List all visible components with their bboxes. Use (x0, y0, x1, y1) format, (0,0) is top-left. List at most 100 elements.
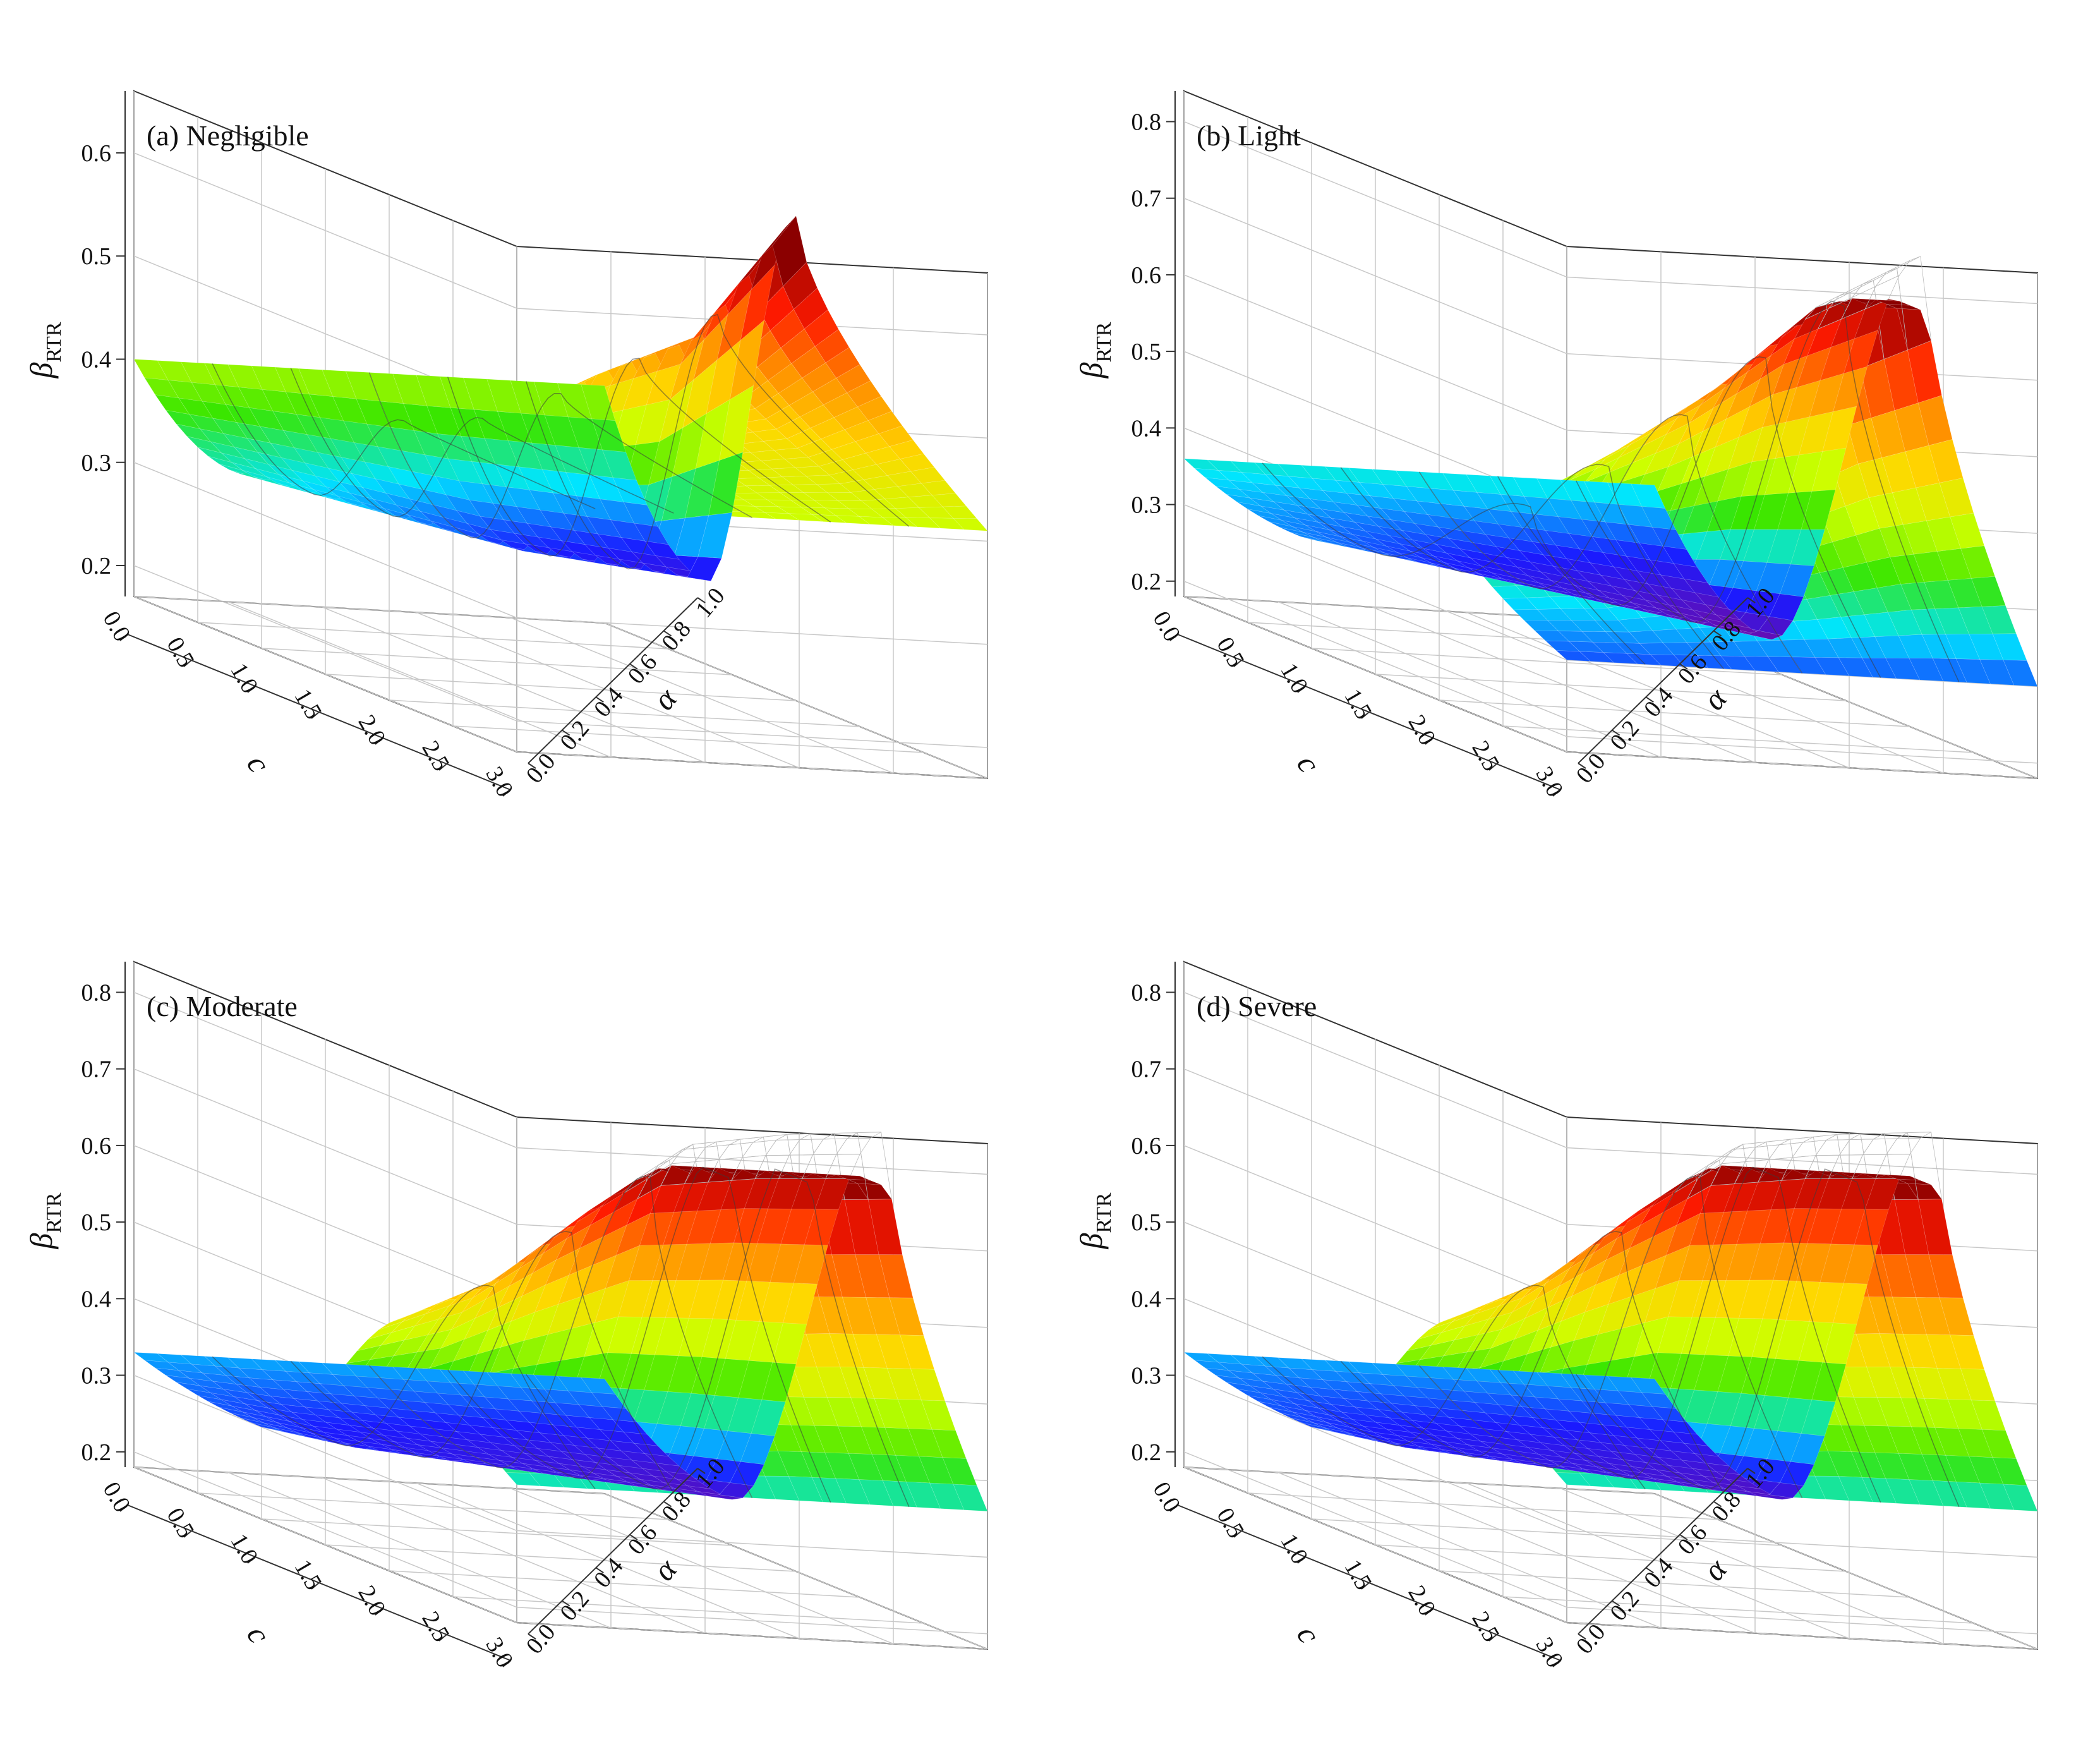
c-tick (247, 686, 256, 693)
wireframe-overshoot (741, 1139, 777, 1158)
c-tick-label: 3.0 (480, 1633, 518, 1672)
surface-mesh (133, 1132, 988, 1512)
c-tick-label: 2.5 (416, 1607, 454, 1646)
c-tick (183, 660, 192, 667)
alpha-floor-gridline (416, 1482, 800, 1639)
z-tick-label: 0.4 (1131, 415, 1162, 442)
c-tick-label: 3.0 (1530, 1633, 1568, 1672)
c-tick-label: 1.5 (289, 1555, 327, 1594)
c-tick-label: 1.5 (1339, 684, 1377, 723)
c-tick-label: 0.5 (161, 1503, 199, 1542)
alpha-axis-line (528, 597, 698, 764)
z-axis-title: βRTR (1073, 1192, 1116, 1249)
wireframe-overshoot (836, 1137, 871, 1155)
alpha-floor-gridline (322, 1477, 706, 1634)
alpha-tick (1612, 729, 1620, 736)
contour-line (447, 358, 831, 557)
z-axis-title: βRTR (23, 322, 66, 378)
contour-line (526, 1168, 910, 1508)
panel-c: 0.2 0.3 0.4 0.5 0.6 0.7 0.8 βRTR 0.0 0.5 1.0 1.5 2.0… (0, 871, 1050, 1741)
c-tick (1233, 660, 1242, 667)
alpha-tick (697, 1468, 706, 1474)
c-floor-gridline (1311, 648, 1783, 675)
alpha-tick-label: 0.2 (555, 715, 594, 755)
c-floor-gridline (516, 1622, 988, 1650)
c-tick (375, 1608, 383, 1616)
z-tick-label: 0.3 (1131, 492, 1162, 519)
c-tick (1552, 1660, 1561, 1667)
c-floor-gridline (1311, 1518, 1783, 1546)
z-axis-subscript: RTR (1092, 322, 1116, 362)
contour-line (290, 368, 674, 517)
z-tick-label: 0.2 (81, 553, 112, 579)
c-axis-title: c (240, 1619, 278, 1649)
contour-lines (1262, 1166, 1960, 1508)
c-floor-gridline (389, 699, 860, 727)
alpha-tick (663, 630, 672, 637)
surface-patch (2003, 660, 2038, 687)
z-axis-subscript: RTR (42, 322, 66, 362)
c-tick (1169, 1504, 1178, 1512)
wireframe-overshoot (1886, 1137, 1921, 1155)
wireframe-overshoot (1708, 1144, 1743, 1165)
c-tick-label: 1.0 (1275, 658, 1313, 698)
contour-line (1340, 1231, 1724, 1494)
alpha-floor-gridline (1466, 1482, 1850, 1639)
z-axis-symbol: β (23, 363, 59, 379)
c-tick (1297, 1556, 1306, 1564)
alpha-axis-line (1578, 597, 1748, 764)
wireframe-overshoot (705, 1139, 740, 1147)
z-tick-label: 0.4 (81, 346, 112, 373)
alpha-tick (528, 763, 536, 769)
alpha-floor-gridline (1183, 1467, 1567, 1623)
alpha-floor-gridline (510, 617, 894, 774)
c-tick (1488, 763, 1497, 771)
c-axis-title: c (1290, 1619, 1328, 1649)
panel-b: 0.2 0.3 0.4 0.5 0.6 0.7 0.8 βRTR 0.0 0.5 1.0 1.5 2.0… (1050, 0, 2100, 871)
alpha-floor-gridline (604, 622, 988, 779)
contour-line (1262, 463, 1646, 665)
alpha-floor-gridline (1372, 607, 1756, 763)
panel-title: (c) Moderate (147, 990, 298, 1022)
surface-patch (1555, 650, 1591, 662)
contour-line (1497, 1166, 1881, 1503)
z-tick-label: 0.5 (1131, 1209, 1162, 1236)
c-floor-gridline (1502, 725, 1974, 753)
contour-lines (1262, 300, 1960, 682)
c-floor-gridline (1183, 1467, 1655, 1494)
z-tick-label: 0.8 (1131, 979, 1162, 1006)
alpha-axis-line (528, 1468, 698, 1635)
c-tick (1488, 1634, 1497, 1642)
c-tick (1297, 686, 1306, 693)
alpha-floor-gridline (1277, 601, 1662, 758)
panel-title: (b) Light (1197, 119, 1301, 152)
c-floor-gridline (452, 725, 924, 753)
alpha-tick (697, 597, 706, 603)
alpha-tick (1713, 630, 1722, 637)
z-tick-label: 0.4 (81, 1286, 112, 1312)
alpha-floor-gridline (227, 601, 612, 758)
wireframe-overshoot (1755, 1139, 1790, 1147)
z-tick-label: 0.3 (81, 1363, 112, 1389)
alpha-tick (1679, 1533, 1688, 1540)
alpha-tick (562, 1600, 570, 1607)
alpha-floor-gridline (1466, 612, 1850, 768)
c-tick-label: 2.5 (1466, 1607, 1504, 1646)
c-tick (311, 1582, 320, 1590)
alpha-tick (663, 1501, 672, 1508)
surface-patch (953, 1484, 988, 1512)
alpha-floor-gridline (1372, 1477, 1756, 1634)
alpha-floor-gridline (227, 1472, 612, 1629)
c-tick (1169, 634, 1178, 641)
alpha-floor-gridline (322, 607, 706, 763)
c-tick (183, 1530, 192, 1538)
wireframe-overshoot (1826, 1134, 1861, 1140)
c-floor-gridline (197, 622, 669, 650)
z-axis-symbol: β (1073, 363, 1109, 379)
contour-lines (212, 313, 910, 570)
c-tick-label: 1.0 (225, 1529, 263, 1568)
panel-a: 0.2 0.3 0.4 0.5 0.6 βRTR 0.0 0.5 1.0 1.5 2.0 2.5 3.0… (0, 0, 1050, 871)
alpha-floor-gridline (604, 1493, 988, 1650)
c-tick (1361, 1582, 1370, 1590)
z-tick-label: 0.8 (81, 979, 112, 1006)
